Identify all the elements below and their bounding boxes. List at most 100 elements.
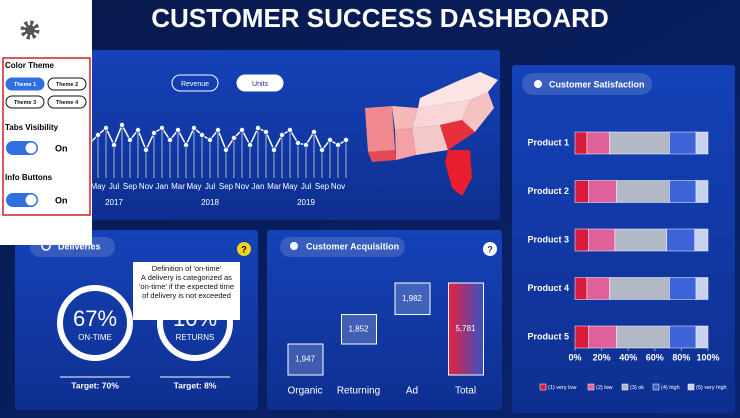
bar [448,282,484,376]
bar-segment [574,180,589,203]
y-tick-label: Product 3 [527,234,569,244]
x-tick-label: Jan [156,182,169,191]
toggle-knob [25,194,37,206]
bar [341,314,377,345]
x-tick-label: Mar [171,182,185,191]
search-icon [41,241,51,251]
toggle-button[interactable] [236,74,284,92]
dot [334,141,341,148]
dot [302,141,309,148]
dot [262,128,269,135]
kpi-target: Target: 70% [71,380,119,390]
x-tick-label: Jan [252,182,265,191]
bar-segment [574,325,589,349]
kpi-target: Target: 8% [174,380,217,390]
bar-segment [588,325,617,349]
x-tick-label: 60% [646,352,664,362]
value-label: 1,852 [348,324,369,333]
kpi-label: RETURNS [176,333,215,342]
x-tick-label: Jul [109,182,119,191]
dot [238,127,245,134]
info-button[interactable] [483,242,497,256]
map [365,72,498,196]
bar [287,343,324,376]
legend-label: (1) very low [548,385,576,391]
kpi-label: ON-TIME [78,333,112,342]
toggle-knob [25,142,37,154]
dot [246,141,253,148]
dot [182,141,189,148]
bar-segment [669,325,697,349]
gear-icon[interactable] [20,20,40,40]
kpi-ring [57,285,133,361]
theme-button[interactable] [47,77,87,91]
legend-swatch [621,383,629,391]
color-theme-label: Color Theme [5,61,54,70]
bar-segment [588,180,617,203]
toggle-button-label: Units [252,81,268,88]
bar-segment [588,228,616,252]
x-tick-label: Total [455,386,476,397]
tabs-label: Tabs Visibility [5,123,59,132]
dot [230,134,237,141]
bar-segment [609,277,670,300]
deliveries-header [30,237,115,257]
dot [318,146,325,153]
toggle-state: On [55,195,68,205]
value-label: 5,781 [455,324,476,333]
bar-segment [609,131,670,155]
theme-button[interactable] [47,95,87,109]
x-tick-label: May [186,182,201,191]
toggle-button[interactable] [171,74,219,92]
x-tick-label: Mar [267,182,281,191]
dot [174,127,181,134]
legend-swatch [587,383,595,391]
acquisition-panel [267,230,502,410]
x-tick-label: Sep [123,182,138,191]
year-label: 2019 [297,198,315,207]
trend-panel [0,50,500,220]
x-tick-label: Jul [301,182,311,191]
acquisition-header [280,237,405,257]
tooltip-body: Definition of 'on-time' A delivery is ca… [139,264,234,300]
dot [342,136,349,143]
kpi-value: 67% [73,306,117,331]
dot [206,136,213,143]
bar-segment [586,131,610,155]
legend-swatch [687,383,695,391]
y-tick-label: Product 4 [527,283,569,293]
bar-segment [695,180,709,203]
dot [103,125,110,132]
gear-icon-core [25,25,35,35]
bar-segment [666,228,695,252]
tooltip-title: Definition of 'on-time' [151,264,222,273]
theme-button[interactable] [5,95,45,109]
dot [142,146,149,153]
x-tick-label: Nov [235,182,249,191]
dot [134,127,141,134]
info-button[interactable] [237,242,251,256]
bar-segment [695,325,709,349]
info-icon: ? [241,244,247,254]
y-tick-label: Product 2 [527,186,569,196]
bar-segment [669,277,697,300]
dot [222,146,229,153]
dot [166,136,173,143]
bar-segment [614,228,668,252]
info-label: Info Buttons [5,173,53,182]
dot [278,131,285,138]
theme-button-label: Theme 4 [56,100,79,106]
x-tick-label: May [90,182,105,191]
legend-swatch [652,383,660,391]
theme-button[interactable] [5,77,45,91]
dot [127,136,134,143]
dot [198,131,205,138]
x-tick-label: Jul [205,182,215,191]
x-tick-label: Nov [139,182,153,191]
panel-title: Deliveries [58,241,101,251]
dot [310,128,317,135]
people-icon [290,242,298,250]
bar-segment [574,131,588,155]
x-tick-label: 40% [619,352,637,362]
x-tick-label: Nov [331,182,345,191]
